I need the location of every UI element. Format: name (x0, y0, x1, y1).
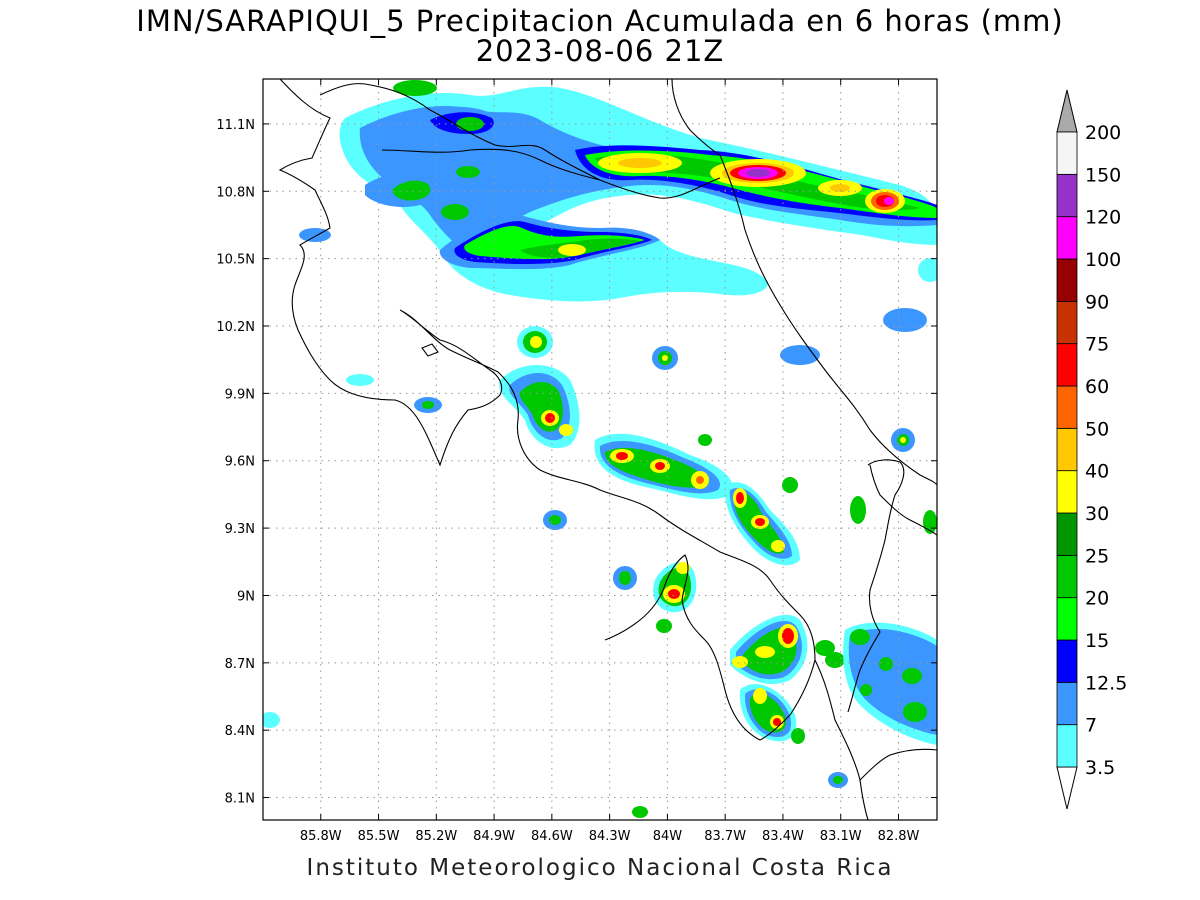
y-tick-label: 10.5N (216, 253, 255, 268)
y-tick-label: 10.2N (216, 320, 255, 335)
x-tick-label: 83.7W (704, 829, 746, 844)
map-grid (263, 79, 937, 820)
colorbar-swatch (1056, 258, 1078, 302)
colorbar-label: 120 (1085, 207, 1121, 229)
colorbar-swatch (1056, 639, 1078, 683)
caribbean-coast (719, 154, 937, 486)
panama-east-coast (869, 464, 937, 536)
northeast-coast (671, 79, 721, 156)
colorbar-swatch (1056, 385, 1078, 429)
coastlines (278, 79, 937, 820)
colorbar-label: 150 (1085, 164, 1121, 186)
colorbar-label: 50 (1085, 418, 1109, 440)
y-tick-label: 11.1N (216, 118, 255, 133)
colorbar-swatch (1056, 681, 1078, 726)
y-tick-label: 8.1N (225, 792, 255, 807)
x-tick-label: 82.8W (878, 829, 920, 844)
y-tick-label: 8.7N (225, 657, 255, 672)
colorbar-label: 25 (1085, 545, 1109, 567)
y-tick-label: 10.8N (216, 185, 255, 200)
nicaragua-lake-shore (319, 83, 601, 181)
x-tick-label: 84.9W (473, 829, 515, 844)
panama-south-coast (859, 748, 937, 781)
colorbar-label: 40 (1085, 461, 1109, 483)
x-tick-label: 85.5W (358, 829, 400, 844)
colorbar-swatch (1056, 343, 1078, 387)
map-axes: 85.8W 85.5W 85.2W 84.9W 84.6W 84.3W 84W 83.7W 83… (216, 79, 937, 844)
colorbar-label: 7 (1085, 715, 1097, 737)
colorbar-label: 90 (1085, 291, 1109, 313)
x-tick-label: 84.6W (531, 829, 573, 844)
plot-frame (262, 78, 938, 821)
pacific-coast-south (814, 659, 869, 820)
colorbar-swatch (1056, 554, 1078, 599)
x-tick-label: 84.3W (589, 829, 631, 844)
x-tick-label: 85.8W (300, 829, 342, 844)
y-tick-label: 8.4N (225, 724, 255, 739)
plot-area: 85.8W 85.5W 85.2W 84.9W 84.6W 84.3W 84W 83.7W 83… (216, 78, 938, 844)
colorbar-swatch (1056, 427, 1078, 472)
precipitation-field (263, 80, 937, 818)
colorbar-swatch (1056, 512, 1078, 556)
map-title: IMN/SARAPIQUI_5 Precipitacion Acumulada … (136, 4, 1064, 38)
colorbar-legend: 3.5 7 12.5 15 20 25 30 40 50 60 75 90 100 120 150 200 (1056, 89, 1127, 810)
y-tick-label: 9.3N (225, 522, 255, 537)
colorbar-swatch (1056, 470, 1078, 514)
x-tick-label: 85.2W (415, 829, 457, 844)
map-subtitle-date: 2023-08-06 21Z (475, 34, 725, 68)
colorbar-top-arrow (1056, 89, 1078, 133)
x-tick-label: 83.1W (820, 829, 862, 844)
x-tick-label: 84W (653, 829, 683, 844)
colorbar-label: 20 (1085, 588, 1109, 610)
colorbar-swatch (1056, 173, 1078, 218)
precip-cells-central (263, 258, 937, 818)
nicaragua-cr-border (381, 148, 721, 199)
colorbar-swatch (1056, 597, 1078, 641)
colorbar-label: 75 (1085, 334, 1109, 356)
colorbar-label: 200 (1085, 122, 1121, 144)
colorbar-label: 30 (1085, 503, 1109, 525)
x-tick-label: 83.4W (762, 829, 804, 844)
y-tick-label: 9.6N (225, 455, 255, 470)
y-tick-label: 9.9N (225, 387, 255, 402)
colorbar-swatch (1056, 724, 1078, 768)
colorbar-swatch (1056, 300, 1078, 345)
precip-band-north (299, 80, 937, 302)
colorbar-label: 3.5 (1085, 757, 1115, 779)
colorbar-label: 60 (1085, 376, 1109, 398)
colorbar-bottom-arrow (1056, 766, 1078, 810)
colorbar-label: 100 (1085, 249, 1121, 271)
colorbar-swatch (1056, 216, 1078, 260)
y-tick-label: 9N (237, 589, 255, 604)
colorbar-swatch (1056, 131, 1078, 175)
colorbar-label: 15 (1085, 630, 1109, 652)
nicoya-gulf-island (421, 343, 439, 357)
cr-panama-border (847, 459, 905, 713)
credit-line: Instituto Meteorologico Nacional Costa R… (306, 855, 894, 881)
colorbar-label: 12.5 (1085, 672, 1127, 694)
pacific-coast-north (278, 79, 816, 741)
